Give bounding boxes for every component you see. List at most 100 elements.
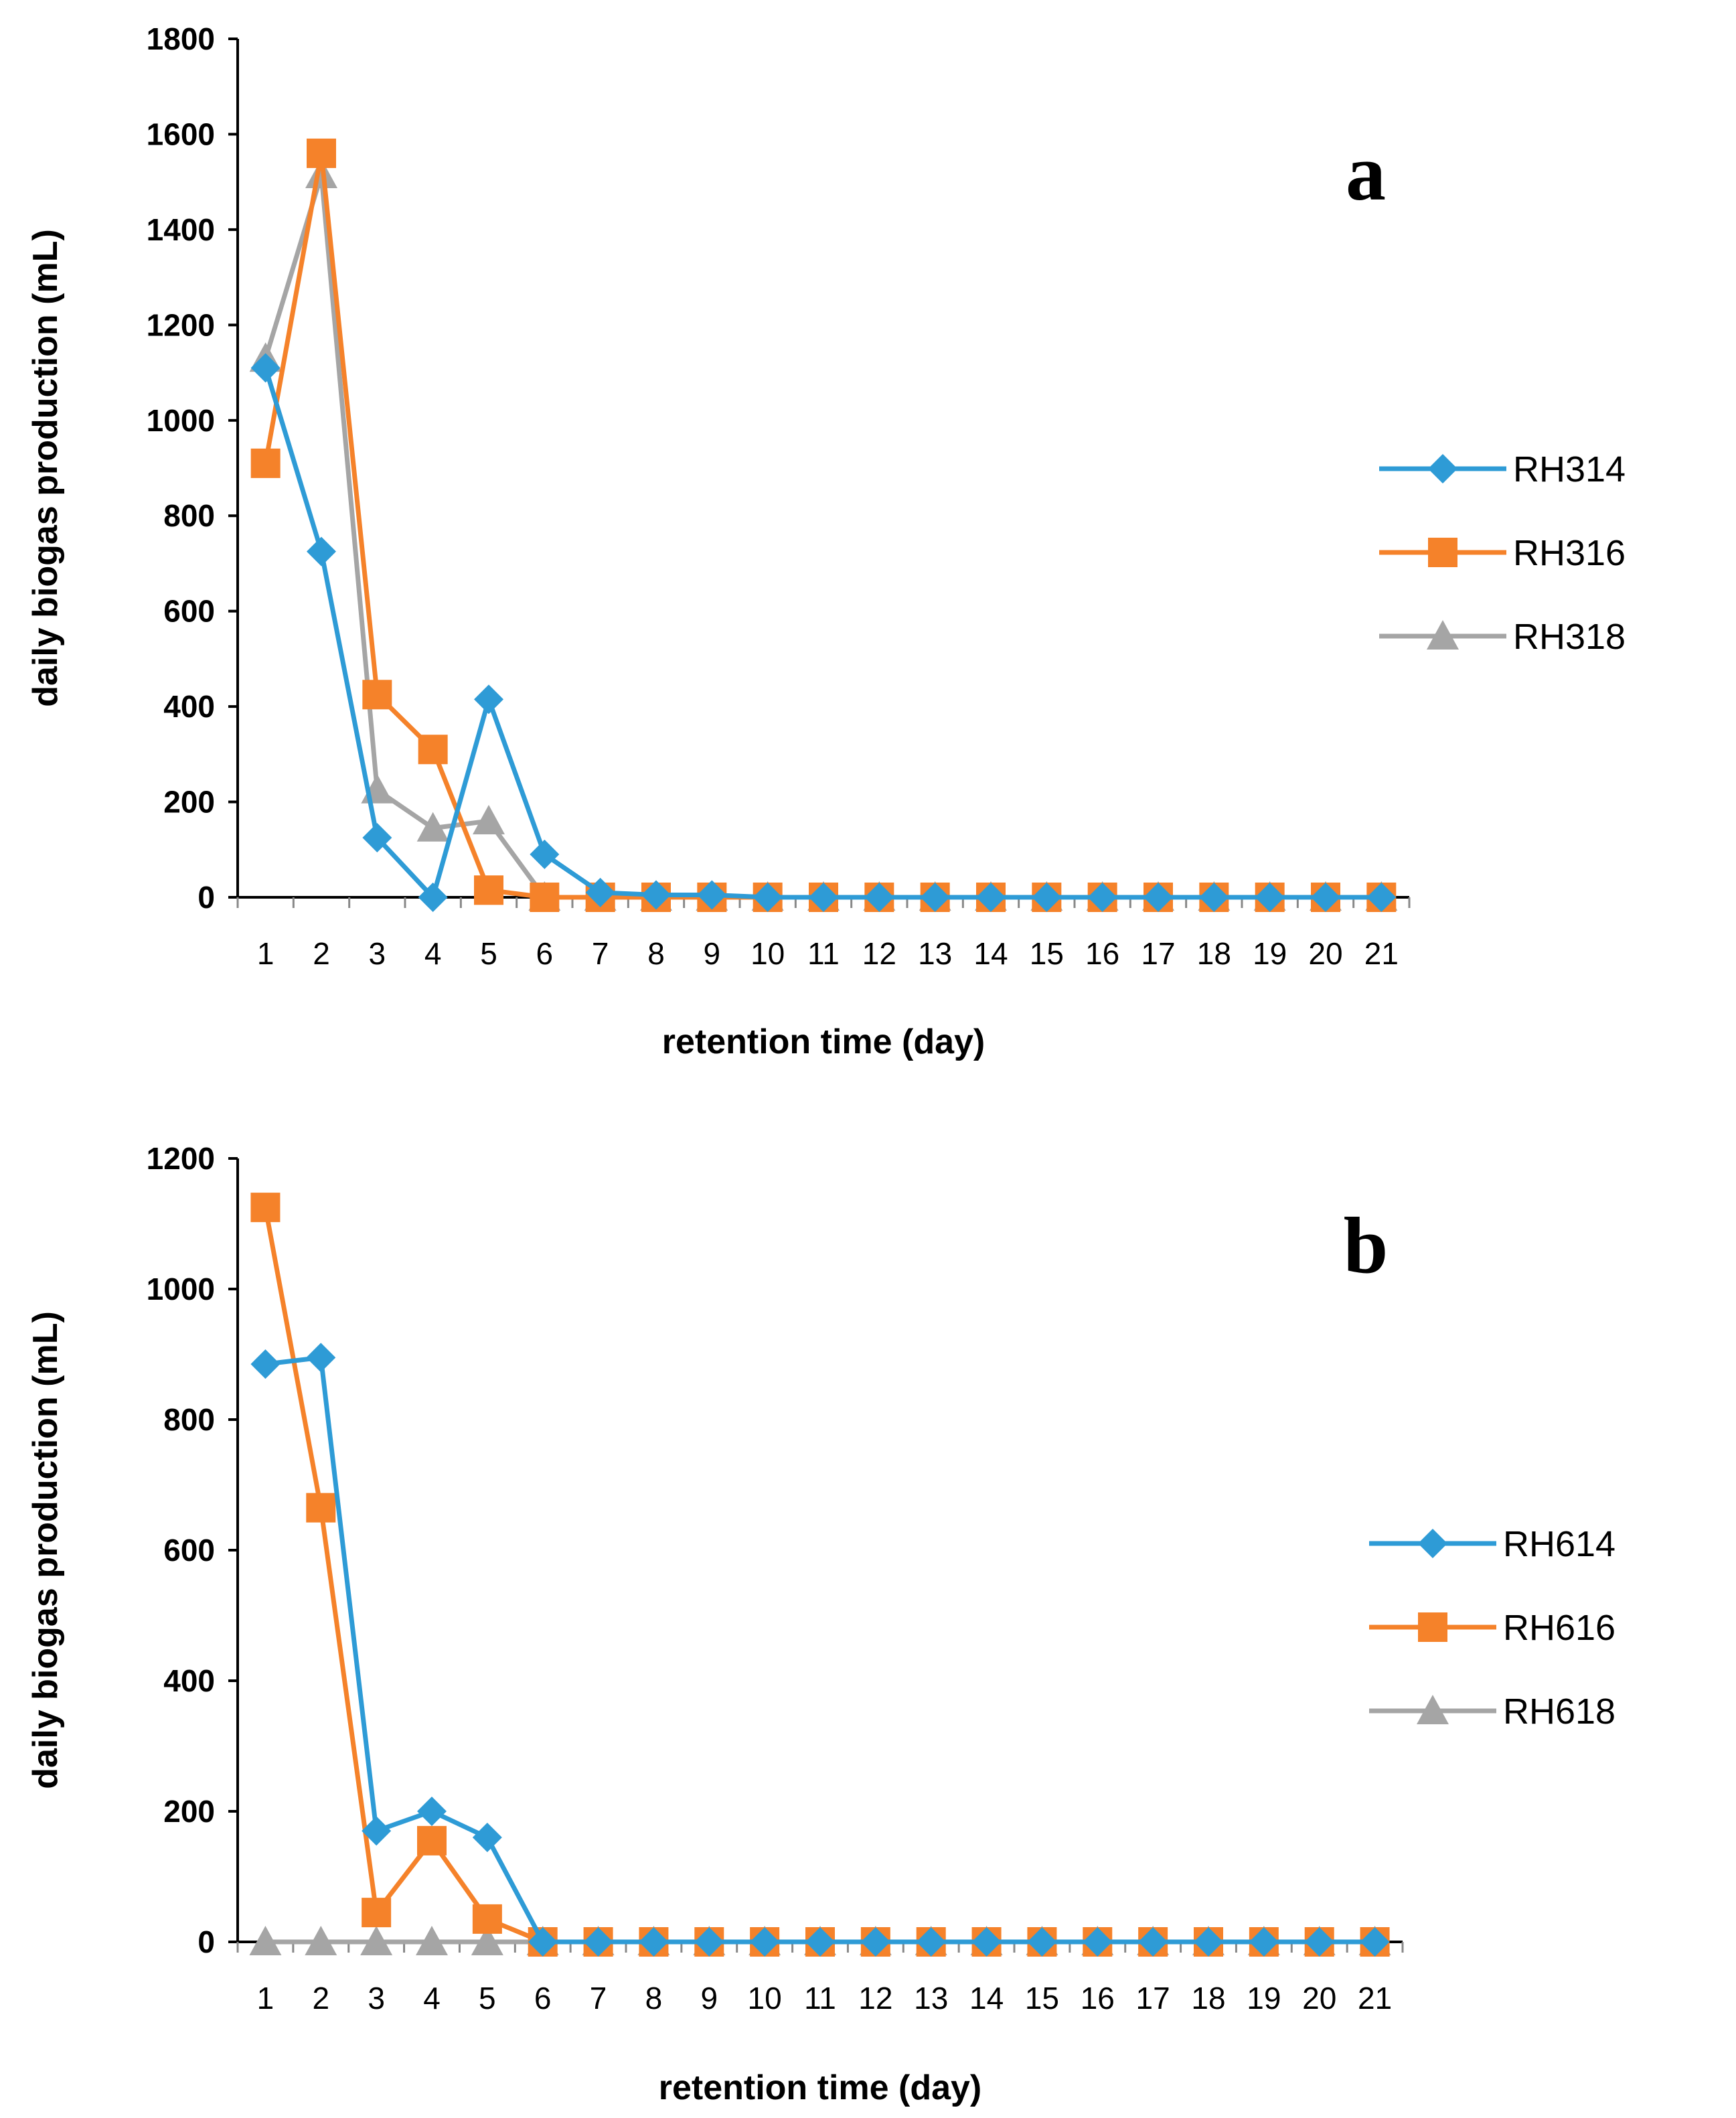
x-tick-label: 16 bbox=[1081, 1981, 1115, 2016]
data-point bbox=[971, 1927, 1002, 1957]
data-point bbox=[1199, 883, 1229, 912]
data-point bbox=[1366, 883, 1397, 912]
data-point bbox=[976, 883, 1006, 912]
data-point bbox=[306, 1343, 336, 1373]
legend-item: RH314 bbox=[1379, 449, 1626, 489]
data-point bbox=[753, 883, 783, 912]
x-tick-label: 17 bbox=[1136, 1981, 1170, 2016]
data-point bbox=[809, 883, 838, 912]
data-point bbox=[694, 1927, 724, 1957]
legend-label: RH318 bbox=[1513, 617, 1626, 657]
x-tick-label: 13 bbox=[914, 1981, 948, 2016]
data-point bbox=[472, 1904, 502, 1934]
data-point bbox=[416, 1926, 448, 1955]
legend-marker bbox=[1418, 1612, 1447, 1642]
x-tick-label: 4 bbox=[424, 936, 442, 971]
x-tick-label: 21 bbox=[1364, 936, 1399, 971]
data-point bbox=[583, 1927, 613, 1957]
y-tick-label: 600 bbox=[163, 594, 215, 629]
data-point bbox=[641, 880, 671, 910]
legend-label: RH616 bbox=[1503, 1608, 1615, 1648]
legend-label: RH314 bbox=[1513, 449, 1626, 489]
data-point bbox=[1087, 883, 1117, 912]
x-tick-label: 19 bbox=[1253, 936, 1287, 971]
x-tick-label: 20 bbox=[1302, 1981, 1336, 2016]
data-point bbox=[1304, 1927, 1334, 1957]
data-point bbox=[920, 883, 950, 912]
y-tick-label: 1200 bbox=[147, 307, 215, 342]
x-tick-label: 17 bbox=[1141, 936, 1175, 971]
data-point bbox=[639, 1927, 669, 1957]
y-tick-label: 1800 bbox=[147, 21, 215, 56]
x-tick-label: 10 bbox=[751, 936, 785, 971]
data-point bbox=[249, 1926, 282, 1955]
x-tick-label: 3 bbox=[368, 1981, 385, 2016]
y-tick-label: 400 bbox=[163, 689, 215, 724]
legend-item: RH316 bbox=[1379, 533, 1626, 573]
series-RH614 bbox=[250, 1343, 1390, 1957]
series-RH616 bbox=[250, 1193, 1390, 1957]
y-tick-label: 1000 bbox=[147, 403, 215, 438]
y-tick-label: 200 bbox=[163, 785, 215, 820]
x-axis-title: retention time (day) bbox=[659, 2068, 982, 2107]
y-tick-label: 0 bbox=[198, 880, 215, 915]
y-axis-title: daily biogas production (mL) bbox=[26, 1311, 65, 1789]
y-tick-label: 200 bbox=[163, 1794, 215, 1829]
x-tick-label: 1 bbox=[257, 936, 274, 971]
x-tick-label: 8 bbox=[647, 936, 665, 971]
x-tick-label: 13 bbox=[918, 936, 952, 971]
x-tick-label: 9 bbox=[704, 936, 721, 971]
data-point bbox=[362, 1898, 392, 1928]
x-tick-label: 2 bbox=[312, 1981, 329, 2016]
x-tick-label: 7 bbox=[590, 1981, 607, 2016]
x-tick-label: 19 bbox=[1247, 1981, 1281, 2016]
x-tick-label: 12 bbox=[858, 1981, 892, 2016]
data-point bbox=[864, 883, 894, 912]
data-point bbox=[916, 1927, 946, 1957]
data-point bbox=[697, 880, 727, 910]
x-tick-label: 6 bbox=[534, 1981, 552, 2016]
y-tick-label: 600 bbox=[163, 1533, 215, 1568]
legend-item: RH614 bbox=[1369, 1524, 1615, 1564]
data-point bbox=[1138, 1927, 1168, 1957]
x-tick-label: 2 bbox=[313, 936, 330, 971]
series-RH318 bbox=[249, 158, 1398, 911]
legend-marker bbox=[1428, 538, 1457, 567]
legend-item: RH618 bbox=[1369, 1691, 1615, 1732]
legend-marker bbox=[1427, 620, 1459, 650]
y-tick-label: 400 bbox=[163, 1663, 215, 1698]
data-point bbox=[1255, 883, 1285, 912]
x-tick-label: 11 bbox=[804, 1981, 836, 2016]
data-point bbox=[250, 1193, 281, 1223]
data-point bbox=[1194, 1927, 1223, 1957]
series-RH314 bbox=[250, 353, 1397, 912]
data-point bbox=[360, 1926, 393, 1955]
data-point bbox=[805, 1927, 835, 1957]
x-axis-title: retention time (day) bbox=[662, 1023, 985, 1061]
data-point bbox=[417, 1797, 447, 1826]
panel-label: b bbox=[1344, 1201, 1389, 1290]
data-point bbox=[362, 1816, 392, 1846]
data-point bbox=[250, 448, 281, 478]
x-tick-label: 10 bbox=[748, 1981, 782, 2016]
data-point bbox=[250, 1349, 281, 1379]
data-point bbox=[530, 839, 560, 869]
data-point bbox=[1249, 1927, 1279, 1957]
data-point bbox=[1083, 1927, 1113, 1957]
data-point bbox=[418, 883, 448, 912]
series-line bbox=[263, 151, 1382, 900]
data-point bbox=[417, 1825, 447, 1856]
y-tick-label: 0 bbox=[198, 1924, 215, 1959]
x-tick-label: 6 bbox=[536, 936, 554, 971]
data-point bbox=[473, 805, 505, 835]
x-tick-label: 18 bbox=[1197, 936, 1231, 971]
data-point bbox=[1027, 1927, 1057, 1957]
x-tick-label: 12 bbox=[862, 936, 896, 971]
legend-marker bbox=[1418, 1529, 1447, 1558]
data-point bbox=[472, 1823, 502, 1852]
y-tick-label: 1400 bbox=[147, 212, 215, 247]
x-tick-label: 1 bbox=[257, 1981, 274, 2016]
data-point bbox=[416, 812, 449, 842]
data-point bbox=[307, 536, 336, 566]
